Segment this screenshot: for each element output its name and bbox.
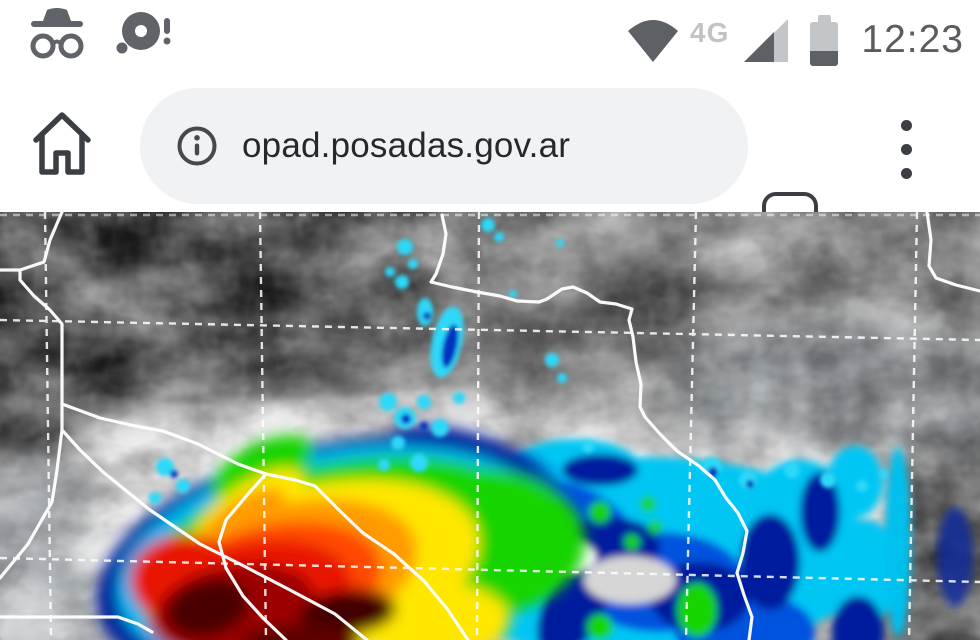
home-icon[interactable]: [28, 104, 96, 180]
incognito-icon: [30, 8, 84, 59]
status-bar-system-icons: 4G 12:23: [626, 0, 964, 80]
status-bar-notifications: [24, 6, 174, 62]
page-info-icon[interactable]: [176, 125, 218, 167]
wifi-icon: [628, 20, 679, 62]
overflow-menu-icon[interactable]: [897, 116, 916, 183]
url-text[interactable]: opad.posadas.gov.ar: [242, 126, 571, 165]
browser-toolbar: opad.posadas.gov.ar 13: [0, 80, 980, 253]
url-bar[interactable]: opad.posadas.gov.ar: [140, 88, 748, 204]
battery-icon: [809, 14, 839, 66]
satellite-map-image: [0, 212, 980, 640]
status-bar: 4G 12:23: [0, 0, 980, 80]
network-type-badge: 4G: [690, 17, 730, 48]
disc-alert-icon: [116, 12, 171, 54]
status-bar-clock: 12:23: [861, 18, 964, 61]
signal-icon: [744, 18, 789, 62]
